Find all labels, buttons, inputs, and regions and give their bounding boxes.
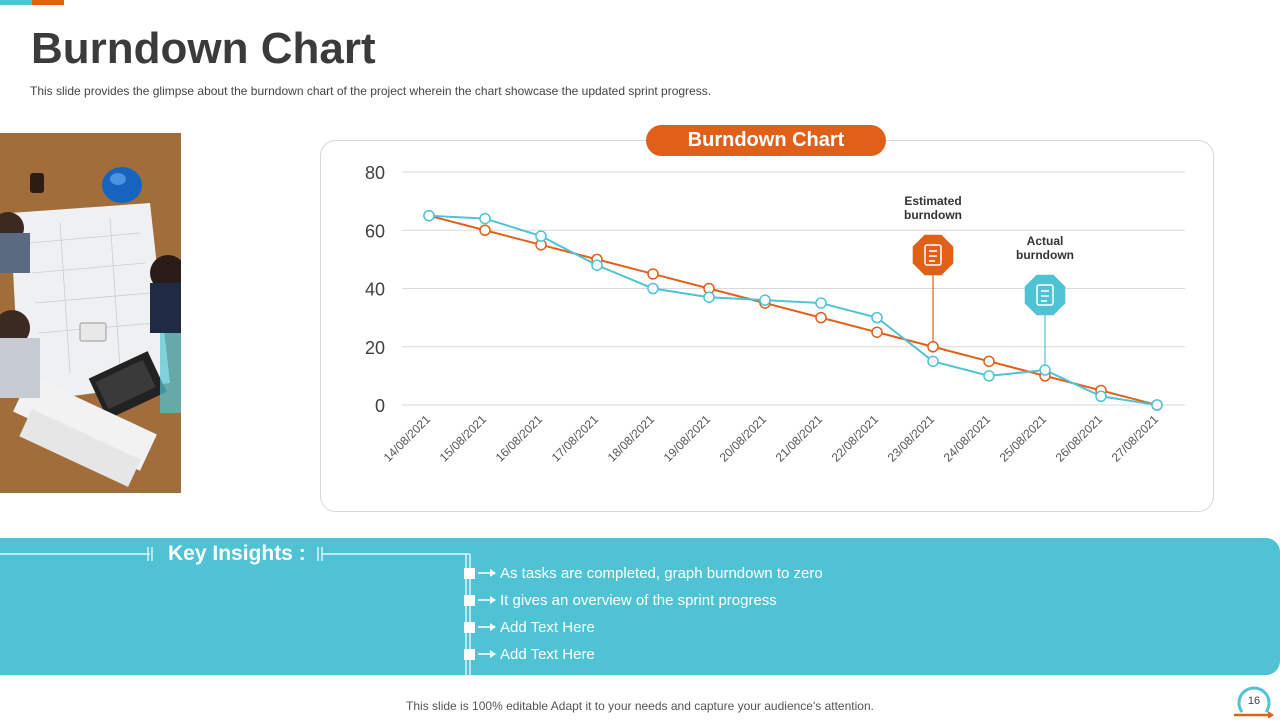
annotation-badge [912, 234, 954, 276]
series-line-0 [428, 214, 1158, 406]
footer-note: This slide is 100% editable Adapt it to … [406, 699, 874, 713]
x-tick-label: 25/08/2021 [997, 412, 1050, 465]
y-tick-label: 60 [365, 221, 385, 241]
data-point-1 [927, 355, 939, 368]
data-point-1 [815, 297, 827, 309]
data-point-1 [479, 212, 491, 225]
insight-text: Add Text Here [500, 645, 595, 663]
bullet-square-icon [464, 648, 475, 660]
data-point-0 [647, 268, 659, 280]
data-point-1 [535, 230, 547, 242]
arrow-right-icon [478, 596, 496, 604]
insight-text: Add Text Here [500, 618, 595, 636]
x-tick-label: 19/08/2021 [661, 412, 714, 465]
x-tick-label: 14/08/2021 [381, 412, 434, 465]
data-point-0 [927, 341, 939, 353]
key-insights-title: Key Insights : [168, 542, 306, 565]
series-line-1 [428, 214, 1158, 406]
data-point-1 [759, 294, 771, 306]
insight-item: As tasks are completed, graph burndown t… [464, 564, 823, 582]
data-point-1 [983, 370, 995, 382]
data-point-1 [1095, 390, 1107, 403]
y-tick-label: 0 [375, 396, 385, 416]
arrow-right-icon [478, 569, 496, 577]
insight-item: Add Text Here [464, 618, 595, 636]
arrow-right-icon [478, 623, 496, 631]
calculator-icon [924, 244, 942, 266]
annotation-label: burndown [1016, 248, 1074, 262]
data-point-0 [479, 224, 491, 236]
data-point-1 [1039, 364, 1051, 376]
document-chart-icon [1036, 284, 1054, 306]
x-tick-label: 24/08/2021 [941, 412, 994, 465]
y-tick-label: 20 [365, 338, 385, 358]
y-tick-label: 40 [365, 280, 385, 300]
x-tick-label: 17/08/2021 [549, 412, 602, 465]
chart-frame [320, 140, 1214, 512]
x-tick-label: 16/08/2021 [493, 412, 546, 465]
page-number: 16 [1248, 695, 1260, 707]
data-point-1 [647, 282, 659, 295]
key-insights-panel [0, 538, 1280, 675]
top-accent-orange [32, 0, 64, 5]
x-tick-label: 23/08/2021 [885, 412, 938, 465]
x-tick-label: 26/08/2021 [1053, 412, 1106, 465]
insight-item: It gives an overview of the sprint progr… [464, 591, 777, 609]
bullet-square-icon [464, 621, 475, 633]
insight-text: As tasks are completed, graph burndown t… [500, 564, 823, 582]
x-tick-label: 27/08/2021 [1109, 412, 1162, 465]
page-subtitle: This slide provides the glimpse about th… [30, 84, 712, 98]
data-point-1 [703, 291, 715, 303]
annotation-label: Actual [1027, 234, 1064, 248]
y-tick-label: 80 [365, 163, 385, 183]
chart-title-pill: Burndown Chart [646, 125, 886, 156]
data-point-0 [815, 311, 827, 324]
arrow-right-icon [478, 650, 496, 658]
data-point-0 [871, 326, 883, 338]
insight-text: It gives an overview of the sprint progr… [500, 591, 777, 609]
annotation-badge [1024, 274, 1066, 316]
x-tick-label: 22/08/2021 [829, 412, 882, 465]
data-point-0 [983, 355, 995, 368]
x-tick-label: 18/08/2021 [605, 412, 658, 465]
x-tick-label: 15/08/2021 [437, 412, 490, 465]
data-point-1 [423, 209, 435, 222]
data-point-1 [591, 259, 603, 271]
page-title: Burndown Chart [31, 24, 376, 73]
annotation-label: burndown [904, 208, 962, 222]
top-accent-teal [0, 0, 32, 5]
x-tick-label: 21/08/2021 [773, 412, 826, 465]
insight-item: Add Text Here [464, 645, 595, 663]
x-tick-label: 20/08/2021 [717, 412, 770, 465]
bullet-square-icon [464, 594, 475, 606]
page-number-badge: 16 [1234, 686, 1274, 718]
data-point-1 [1151, 399, 1163, 411]
data-point-1 [871, 311, 883, 324]
annotation-label: Estimated [904, 194, 961, 208]
team-meeting-photo [0, 133, 181, 493]
bullet-square-icon [464, 567, 475, 579]
